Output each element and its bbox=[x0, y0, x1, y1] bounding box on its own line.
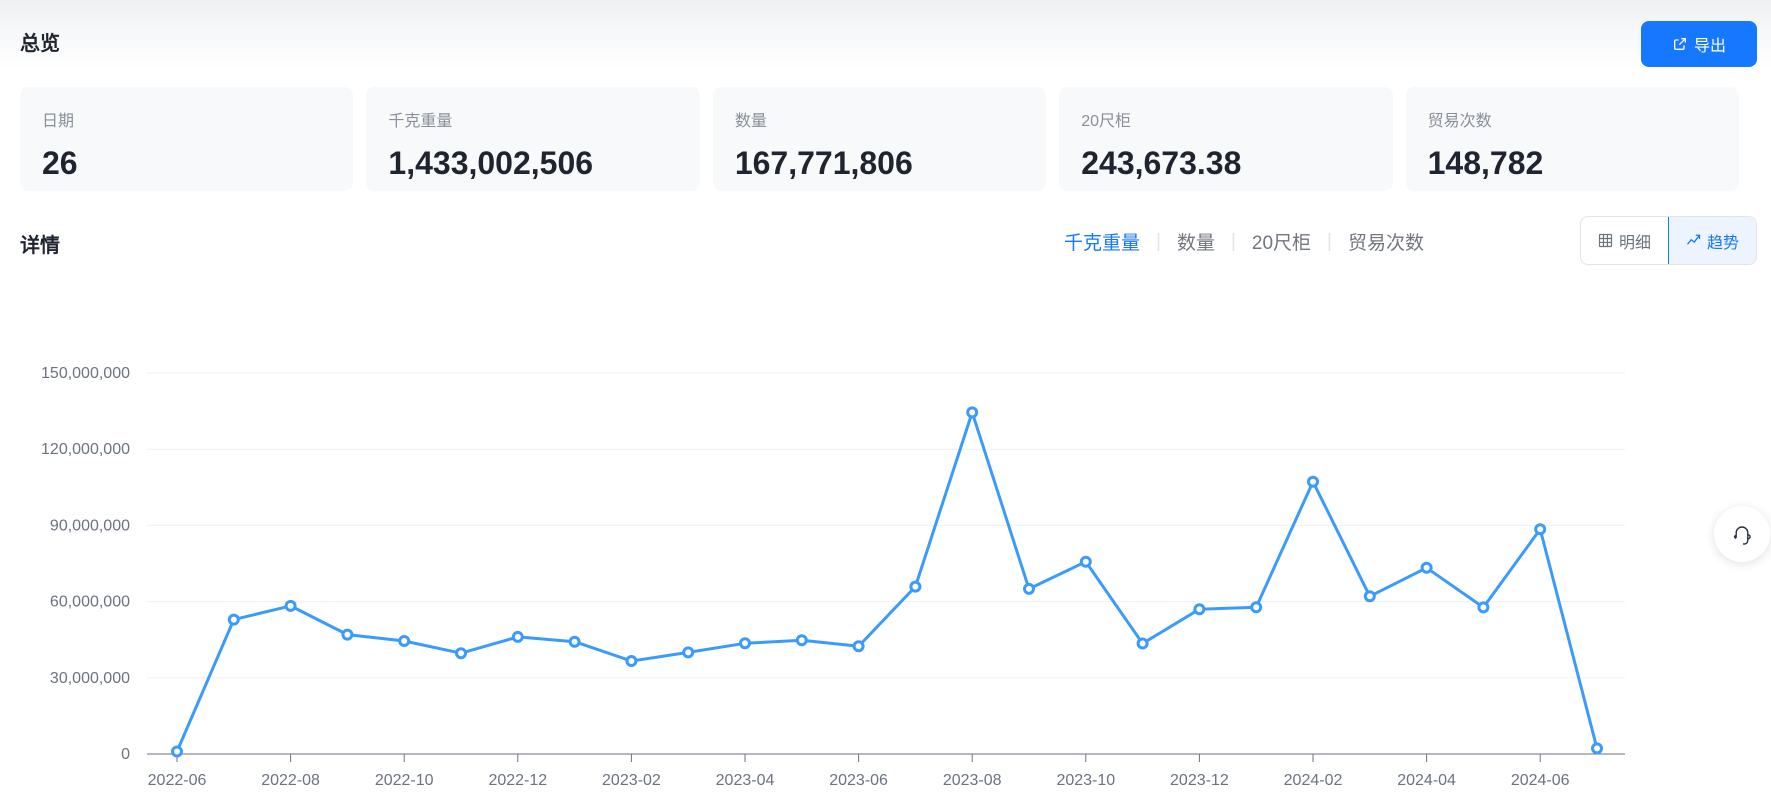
svg-text:2022-08: 2022-08 bbox=[261, 772, 320, 789]
svg-text:2023-08: 2023-08 bbox=[943, 772, 1002, 789]
svg-text:2024-02: 2024-02 bbox=[1284, 772, 1343, 789]
svg-text:2022-12: 2022-12 bbox=[488, 772, 547, 789]
svg-text:0: 0 bbox=[121, 746, 130, 763]
svg-text:2023-04: 2023-04 bbox=[716, 772, 775, 789]
svg-text:30,000,000: 30,000,000 bbox=[50, 670, 130, 687]
svg-text:2023-12: 2023-12 bbox=[1170, 772, 1229, 789]
svg-text:90,000,000: 90,000,000 bbox=[50, 517, 130, 534]
svg-text:60,000,000: 60,000,000 bbox=[50, 594, 130, 611]
svg-text:150,000,000: 150,000,000 bbox=[41, 365, 130, 382]
svg-text:2022-10: 2022-10 bbox=[375, 772, 434, 789]
svg-text:120,000,000: 120,000,000 bbox=[41, 441, 130, 458]
svg-text:2023-10: 2023-10 bbox=[1056, 772, 1115, 789]
svg-text:2023-06: 2023-06 bbox=[829, 772, 888, 789]
svg-text:2022-06: 2022-06 bbox=[148, 772, 207, 789]
svg-text:2024-04: 2024-04 bbox=[1397, 772, 1456, 789]
svg-text:2024-06: 2024-06 bbox=[1511, 772, 1570, 789]
svg-text:2023-02: 2023-02 bbox=[602, 772, 661, 789]
